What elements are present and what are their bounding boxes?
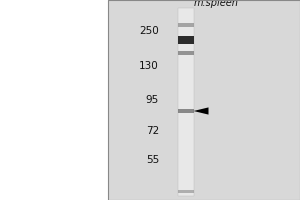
Text: 130: 130	[139, 61, 159, 71]
Bar	[178, 190, 194, 192]
Bar	[178, 23, 194, 27]
Text: 55: 55	[146, 155, 159, 165]
Bar	[178, 109, 194, 113]
Text: m.spleen: m.spleen	[194, 0, 238, 8]
Bar	[108, 0, 300, 200]
Bar	[178, 36, 194, 44]
Text: 72: 72	[146, 126, 159, 136]
Bar	[108, 0, 300, 200]
Bar	[178, 8, 194, 196]
Bar	[178, 51, 194, 55]
Polygon shape	[194, 107, 208, 115]
Text: 95: 95	[146, 95, 159, 105]
Text: 250: 250	[139, 26, 159, 36]
